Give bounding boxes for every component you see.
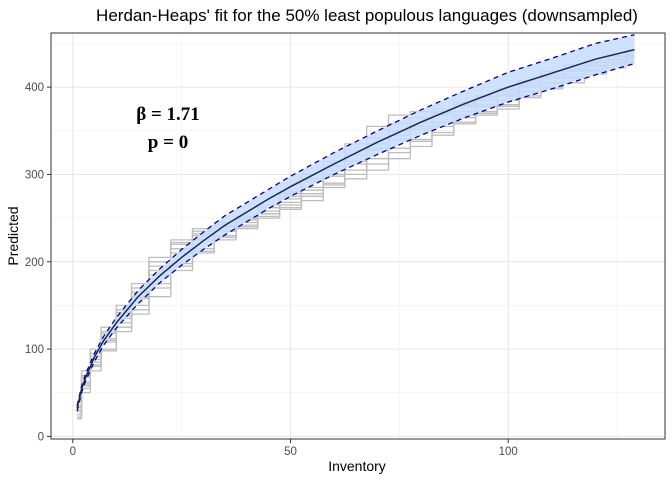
annotations: β = 1.71 p = 0: [136, 104, 200, 153]
y-tick-label: 300: [25, 169, 44, 181]
chart-title: Herdan-Heaps' fit for the 50% least popu…: [96, 6, 638, 25]
y-axis-title: Predicted: [5, 206, 21, 265]
x-tick-label: 100: [499, 446, 518, 458]
upper-bound-line: [76, 34, 635, 406]
plot-panel: [51, 33, 665, 439]
x-axis-title: Inventory: [328, 458, 386, 474]
y-tick-label: 100: [25, 344, 44, 356]
x-tick-label: 50: [284, 446, 297, 458]
panel-background: [51, 33, 665, 439]
confidence-band-area: [77, 34, 635, 412]
y-tick-label: 400: [25, 82, 44, 94]
p-annotation: p = 0: [148, 132, 188, 153]
axes: 0 50 100 0 100 200 300 400: [25, 82, 518, 458]
x-tick-label: 0: [70, 446, 76, 458]
confidence-band: [77, 34, 635, 412]
panel-frame: [50, 32, 666, 440]
y-tick-label: 200: [25, 257, 44, 269]
beta-annotation: β = 1.71: [136, 104, 200, 125]
fit-line: [76, 48, 635, 409]
panel-border: [50, 32, 666, 440]
y-tick-label: 0: [38, 431, 44, 443]
lower-bound-line: [76, 62, 635, 412]
fit-curve: [76, 34, 635, 412]
